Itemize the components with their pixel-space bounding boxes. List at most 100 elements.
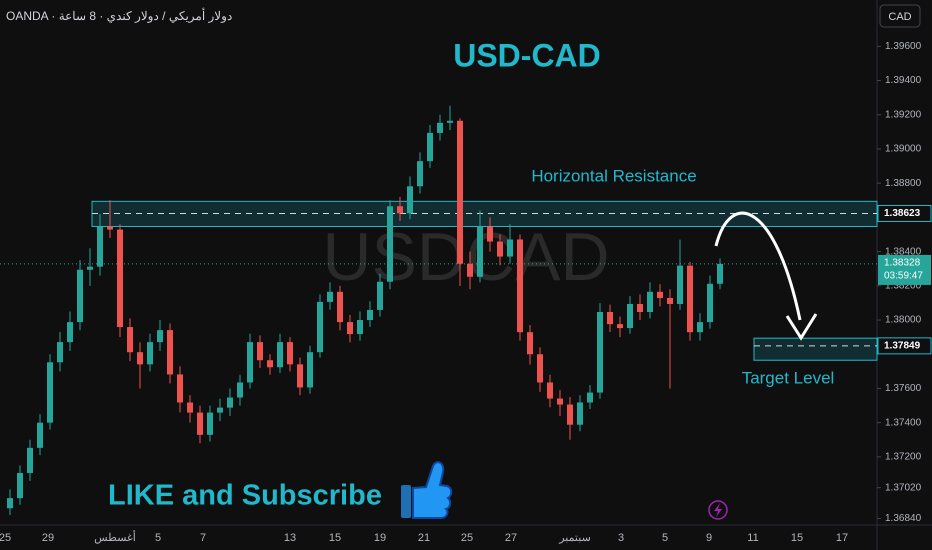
candle-body <box>717 263 723 284</box>
x-tick-label: 7 <box>200 532 206 544</box>
candle-body <box>417 161 423 187</box>
candle-body <box>227 397 233 408</box>
candle-body <box>637 303 643 312</box>
candle-body <box>427 132 433 162</box>
currency-button-label[interactable]: CAD <box>888 11 911 23</box>
candle-body <box>697 322 703 333</box>
candle-body <box>607 312 613 325</box>
last-price-label: 1.38328 <box>884 258 921 269</box>
candle-body <box>7 498 13 509</box>
candle-body <box>297 364 303 388</box>
candle-body <box>617 324 623 329</box>
y-tick-label: 1.39000 <box>885 144 922 155</box>
candle-body <box>197 412 203 435</box>
candle-body <box>37 422 43 448</box>
price-tag <box>877 337 932 355</box>
zone <box>753 337 878 361</box>
symbol-line: OANDA · دولار أمريكي / دولار كندي · 8 سا… <box>6 8 232 23</box>
y-tick-label: 1.38400 <box>885 246 922 257</box>
candle-body <box>357 320 363 335</box>
candle-body <box>287 342 293 365</box>
candle-body <box>117 229 123 328</box>
x-tick-label: 19 <box>374 532 386 544</box>
candle-body <box>157 330 163 343</box>
candle-body <box>557 398 563 405</box>
forecast-arrow <box>714 211 802 321</box>
y-tick-label: 1.37020 <box>885 482 922 493</box>
candle-body <box>587 392 593 403</box>
candle-body <box>97 226 103 267</box>
candle-body <box>377 281 383 310</box>
y-tick-label: 1.37400 <box>885 417 922 428</box>
candle-body <box>327 291 333 302</box>
y-tick-label: 1.38800 <box>885 178 922 189</box>
candle-body <box>127 327 133 353</box>
chart-title: USD-CAD <box>453 37 601 73</box>
thumbs-up-icon <box>401 461 453 519</box>
candle-body <box>387 206 393 282</box>
x-tick-label: 13 <box>284 532 296 544</box>
x-tick-label: 9 <box>706 532 712 544</box>
candle-body <box>537 354 543 383</box>
candle-body <box>477 226 483 277</box>
y-tick-label: 1.39600 <box>885 41 922 52</box>
x-tick-label: 25 <box>461 532 473 544</box>
candle-body <box>107 226 113 230</box>
last-price-tag <box>878 254 931 285</box>
x-tick-label: 21 <box>418 532 430 544</box>
candle-body <box>367 309 373 321</box>
watermark: USDCAD <box>322 219 609 295</box>
candle-body <box>137 352 143 365</box>
candle-body <box>507 239 513 257</box>
x-tick-label: أغسطس <box>94 530 136 544</box>
price-axis: 1.39600 1.39400 1.39200 1.39000 1.38800 1.384… <box>877 41 932 524</box>
candle-body <box>457 120 463 264</box>
zone-label: Horizontal Resistance <box>531 166 696 185</box>
x-tick-label: 15 <box>791 532 803 544</box>
y-tick-label: 1.37600 <box>885 383 922 394</box>
x-tick-label: 5 <box>155 532 161 544</box>
x-tick-label: 25 <box>0 532 11 544</box>
currency-button[interactable] <box>879 4 921 28</box>
candle-body <box>87 266 93 270</box>
candle-body <box>517 239 523 333</box>
candle-body <box>707 283 713 323</box>
x-tick-label: 15 <box>329 532 341 544</box>
candle-body <box>77 269 83 323</box>
candle-body <box>577 402 583 425</box>
candle-body <box>337 291 343 323</box>
candle-body <box>47 362 53 423</box>
candle-body <box>597 312 603 393</box>
x-tick-label: 5 <box>662 532 668 544</box>
candle-body <box>447 120 453 123</box>
candle-body <box>547 382 553 399</box>
y-tick-label: 1.36840 <box>885 513 922 524</box>
x-tick-label: سبتمبر <box>558 532 591 544</box>
x-tick-label: 11 <box>747 532 758 544</box>
candle-body <box>527 332 533 355</box>
candle-body <box>147 342 153 365</box>
candle-body <box>667 297 673 304</box>
candle-body <box>437 122 443 133</box>
candle-body <box>307 352 313 388</box>
price-tag-label: 1.38623 <box>884 208 921 219</box>
alert-icon[interactable] <box>708 500 728 520</box>
candle-body <box>27 447 33 473</box>
candle-body <box>67 322 73 343</box>
candle-body <box>397 206 403 214</box>
y-tick-label: 1.37200 <box>885 452 922 463</box>
candle-body <box>677 265 683 304</box>
promo-text: LIKE and Subscribe <box>108 480 382 512</box>
candle-body <box>407 186 413 214</box>
y-tick-label: 1.38200 <box>885 280 922 291</box>
candle-body <box>347 322 353 335</box>
candle-body <box>277 342 283 368</box>
x-tick-label: 3 <box>618 532 624 544</box>
candle-body <box>187 402 193 413</box>
price-tag <box>877 204 932 222</box>
price-tag-label: 1.37849 <box>884 341 921 352</box>
x-tick-label: 29 <box>42 532 54 544</box>
candle-body <box>237 382 243 398</box>
candle-body <box>57 342 63 363</box>
